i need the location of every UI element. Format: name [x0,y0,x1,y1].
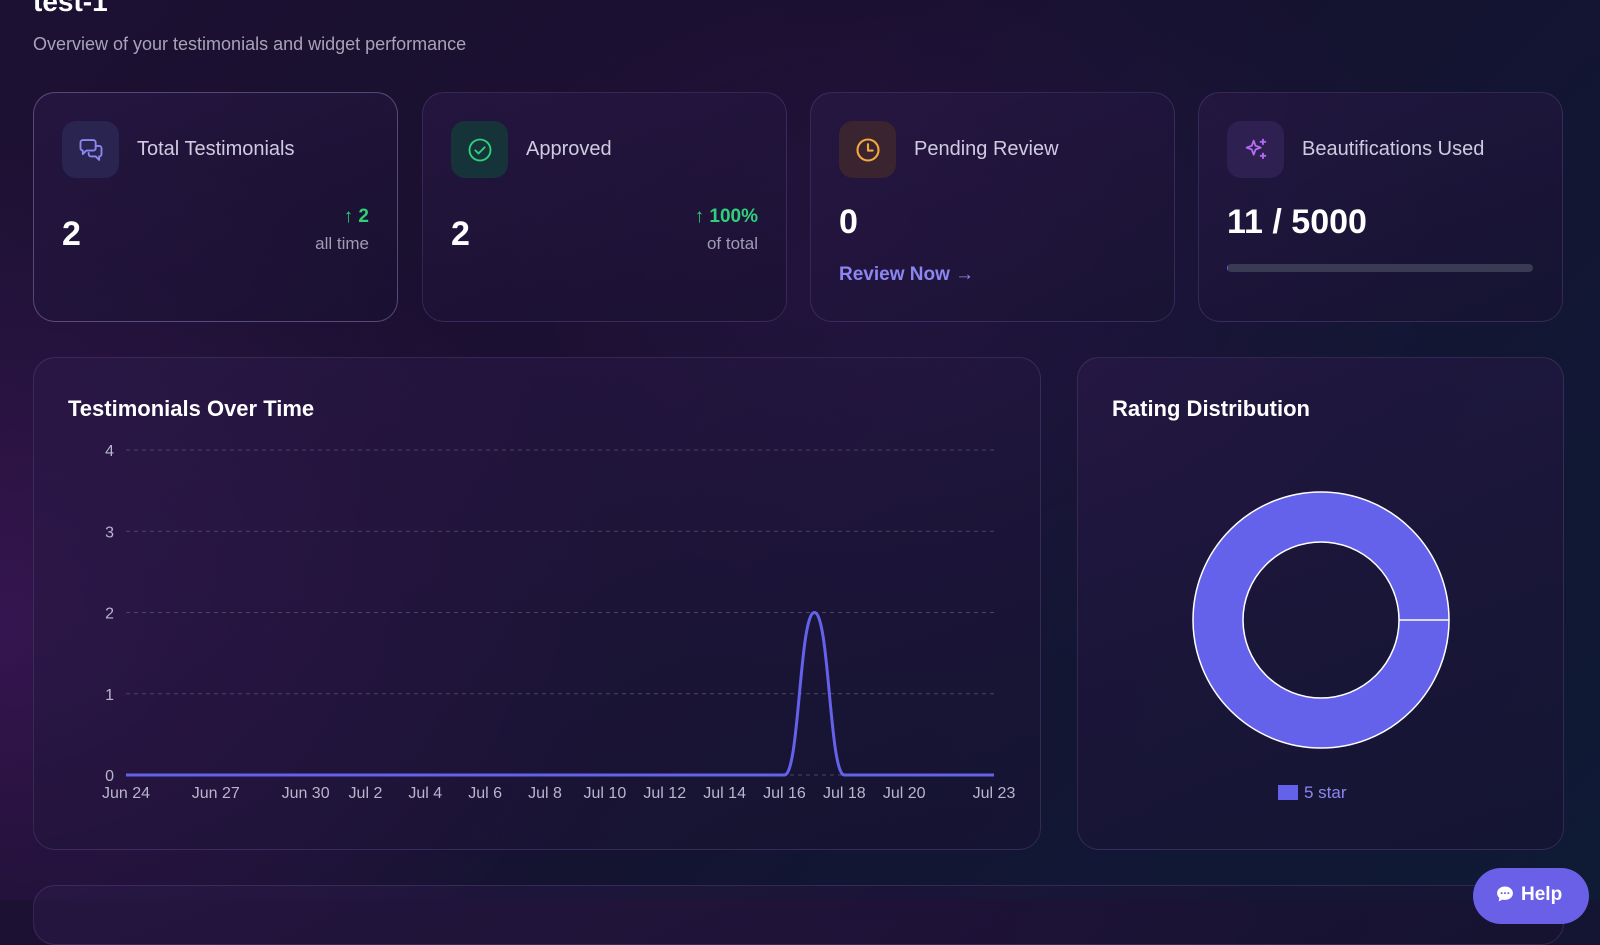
y-tick-label: 1 [105,687,114,704]
series-line [125,610,994,777]
x-tick-label: Jul 2 [349,785,383,802]
x-tick-label: Jul 23 [973,785,1016,802]
x-tick-label: Jul 6 [468,785,502,802]
review-now-link[interactable]: Review Now → [839,264,975,285]
usage-progress-bar [1227,264,1533,272]
usage-progress-fill [1227,264,1228,272]
x-tick-label: Jul 20 [883,785,926,802]
x-tick-label: Jul 8 [528,785,562,802]
stat-value: 0 [839,203,858,241]
legend-label: 5 star [1304,783,1347,802]
testimonials-over-time-panel: Testimonials Over Time 0 1 2 3 4 Jun 24 Jun 27… [33,357,1041,850]
page-subtitle: Overview of your testimonials and widget… [33,34,467,54]
x-tick-label: Jul 10 [584,785,627,802]
legend-swatch [1278,785,1298,800]
pie-slice [1193,492,1449,748]
donut-chart: 5 star [1192,491,1450,802]
page-title: test-1 [33,0,108,17]
trend: ↑ 100% of total [695,206,758,254]
slice-border [1242,541,1400,699]
approved-card[interactable]: Approved 2 ↑ 100% of total [422,92,787,322]
pending-review-card[interactable]: Pending Review 0 Review Now → [810,92,1175,322]
trend-caption: all time [315,234,369,253]
sparkles-icon [1227,121,1284,178]
panel-title: Rating Distribution [1112,396,1310,421]
chat-bubbles-icon [62,121,119,178]
x-tick-label: Jul 16 [763,785,806,802]
stat-value: 2 [62,215,81,253]
trend: ↑ 2 all time [315,206,369,254]
y-tick-label: 0 [105,768,114,785]
x-tick-label: Jun 30 [282,785,330,802]
stat-label: Total Testimonials [137,138,295,160]
y-tick-label: 2 [105,606,114,623]
rating-distribution-panel: Rating Distribution 5 star [1077,357,1564,850]
y-tick-label: 3 [105,524,114,541]
chat-bubble-icon [1497,886,1513,902]
x-tick-label: Jun 24 [102,785,150,802]
stat-label: Beautifications Used [1302,138,1485,160]
legend-item[interactable]: 5 star [1278,783,1347,802]
trend-caption: of total [706,234,758,253]
total-testimonials-card[interactable]: Total Testimonials 2 ↑ 2 all time [33,92,398,322]
help-label: Help [1521,884,1563,905]
clock-icon [839,121,896,178]
x-tick-label: Jul 18 [823,785,866,802]
bottom-panel [33,885,1564,945]
x-tick-label: Jul 14 [703,785,746,802]
stat-value: 11 / 5000 [1227,203,1367,241]
y-tick-label: 4 [105,443,114,460]
help-button[interactable]: Help [1473,868,1589,924]
stat-label: Approved [526,138,612,160]
x-tick-label: Jul 4 [408,785,442,802]
trend-change: ↑ 100% [694,206,758,227]
x-tick-label: Jul 12 [643,785,686,802]
check-circle-icon [451,121,508,178]
beautifications-card[interactable]: Beautifications Used 11 / 5000 [1198,92,1563,322]
stat-label: Pending Review [914,138,1059,160]
panel-title: Testimonials Over Time [68,396,315,421]
line-chart: 0 1 2 3 4 Jun 24 Jun 27 Jun 30 Jul 2 Jul 4 Jul 6 Ju… [102,443,1016,802]
trend-change: ↑ 2 [343,206,369,227]
x-tick-label: Jun 27 [192,785,240,802]
stat-value: 2 [451,215,470,253]
